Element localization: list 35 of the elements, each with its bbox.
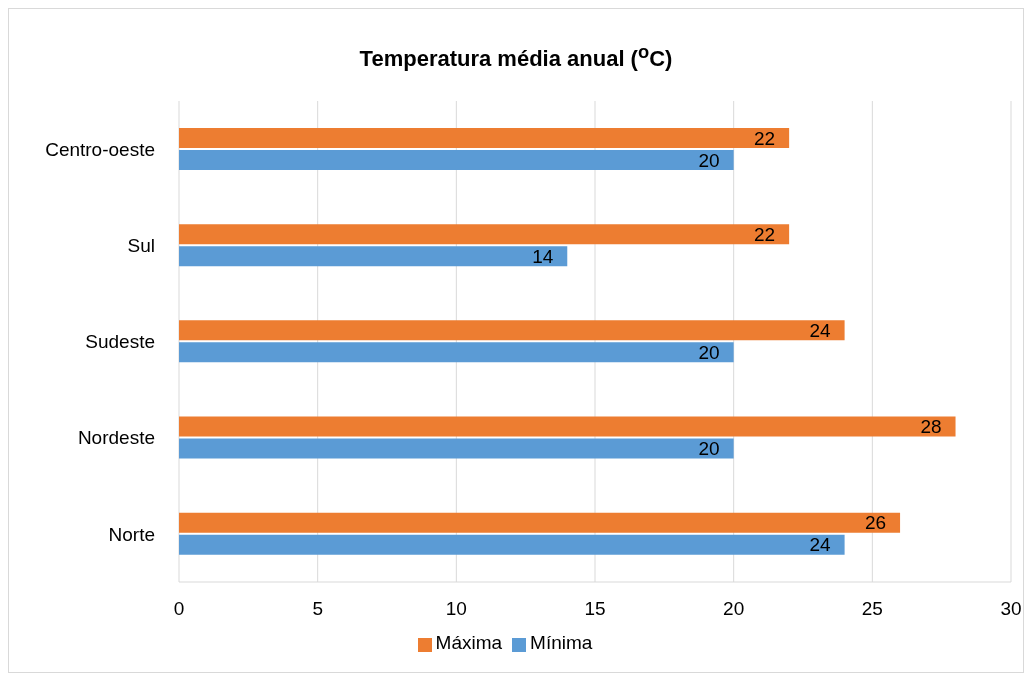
bar — [179, 149, 734, 170]
y-tick-label: Nordeste — [77, 427, 155, 449]
bar — [179, 246, 568, 267]
data-label: 22 — [753, 223, 776, 245]
bar — [179, 416, 956, 437]
bar — [179, 534, 845, 555]
chart-title: Temperatura média anual ($^{o}$C) — [358, 41, 674, 73]
x-tick-label: 30 — [1000, 598, 1022, 620]
bar — [179, 438, 734, 459]
y-tick-label: Centro-oeste — [45, 138, 155, 160]
y-tick-label: Sul — [127, 235, 155, 257]
bar — [179, 320, 845, 341]
data-label: 24 — [809, 320, 832, 342]
data-label: 28 — [920, 416, 942, 438]
x-tick-label: 0 — [173, 598, 185, 620]
x-tick-label: 25 — [861, 598, 883, 620]
y-tick-label: Norte — [108, 523, 155, 545]
data-label: 14 — [532, 245, 554, 267]
x-tick-label: 5 — [312, 598, 323, 620]
bar — [179, 342, 734, 363]
x-tick-label: 10 — [445, 598, 467, 620]
data-label: 26 — [864, 512, 887, 534]
data-label: 20 — [698, 342, 720, 364]
data-label: 20 — [698, 438, 720, 460]
legend-label: Mínima — [530, 632, 593, 653]
bar — [179, 512, 901, 533]
bar — [179, 224, 790, 245]
data-label: 20 — [698, 149, 720, 171]
data-label: 22 — [753, 127, 776, 149]
data-label: 24 — [809, 534, 832, 556]
bar — [179, 127, 790, 148]
x-tick-label: 15 — [584, 598, 606, 620]
x-tick-label: 20 — [723, 598, 745, 620]
legend-label: Máxima — [435, 632, 503, 653]
y-tick-label: Sudeste — [85, 331, 155, 353]
